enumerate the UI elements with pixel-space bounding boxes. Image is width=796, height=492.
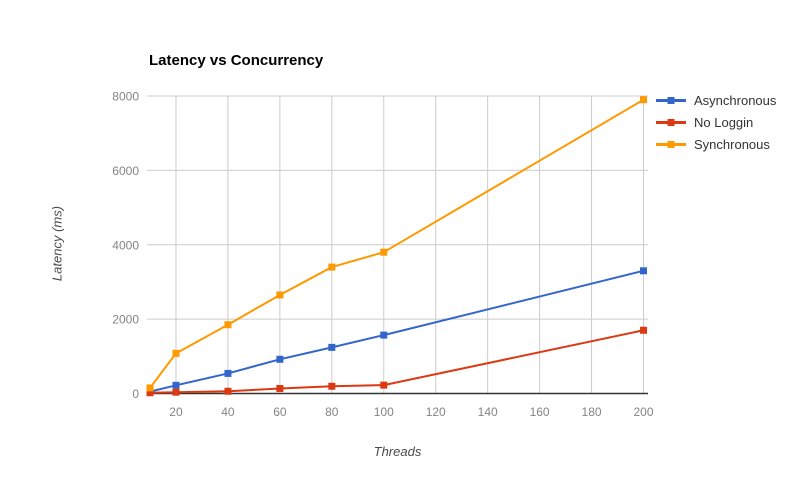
legend-marker-no-loggin (667, 118, 675, 126)
x-tick-label-180: 180 (582, 405, 602, 419)
x-tick-label-100: 100 (374, 405, 394, 419)
marker-asynchronous-200[interactable] (640, 267, 647, 275)
legend-marker-synchronous (667, 140, 675, 148)
marker-synchronous-80[interactable] (328, 263, 336, 271)
x-tick-label-60: 60 (273, 405, 287, 419)
marker-synchronous-20[interactable] (172, 349, 180, 357)
marker-asynchronous-60[interactable] (276, 355, 284, 363)
x-tick-label-120: 120 (426, 405, 446, 419)
legend-label: Synchronous (694, 136, 770, 152)
marker-asynchronous-20[interactable] (172, 381, 180, 389)
x-tick-label-160: 160 (530, 405, 550, 419)
marker-asynchronous-100[interactable] (380, 331, 388, 339)
legend-swatch-no-loggin-icon (656, 118, 686, 126)
marker-no-loggin-100[interactable] (380, 381, 388, 389)
legend-marker-asynchronous (667, 96, 675, 104)
marker-asynchronous-40[interactable] (224, 369, 232, 377)
legend-label: No Loggin (694, 114, 754, 130)
x-tick-label-140: 140 (478, 405, 498, 419)
legend-item-asynchronous: Asynchronous (656, 89, 776, 111)
y-tick-label-4000: 4000 (112, 238, 139, 252)
marker-synchronous-60[interactable] (276, 291, 284, 299)
y-tick-label-2000: 2000 (112, 313, 139, 327)
marker-synchronous-40[interactable] (224, 321, 232, 329)
marker-no-loggin-80[interactable] (328, 382, 336, 390)
marker-no-loggin-60[interactable] (276, 384, 284, 392)
legend-label: Asynchronous (694, 92, 777, 108)
marker-no-loggin-20[interactable] (172, 388, 180, 396)
legend-swatch-synchronous-icon (656, 140, 686, 148)
legend-item-no-loggin: No Loggin (656, 111, 776, 133)
marker-asynchronous-80[interactable] (328, 343, 336, 351)
x-tick-label-40: 40 (221, 405, 235, 419)
legend: Asynchronous No Loggin Synchronous (656, 89, 776, 155)
x-tick-label-200: 200 (633, 405, 653, 419)
series-line-asynchronous (149, 269, 644, 393)
series-line-no-loggin (149, 329, 644, 394)
legend-item-synchronous: Synchronous (656, 133, 776, 155)
y-tick-label-6000: 6000 (112, 164, 139, 178)
marker-synchronous-200[interactable] (640, 96, 647, 104)
x-axis-title: Threads (373, 444, 422, 459)
marker-no-loggin-200[interactable] (640, 326, 647, 334)
marker-no-loggin-10[interactable] (146, 389, 154, 397)
marker-no-loggin-40[interactable] (224, 387, 232, 395)
x-tick-label-20: 20 (169, 405, 183, 419)
legend-swatch-asynchronous-icon (656, 96, 686, 104)
series-line-synchronous (149, 98, 645, 389)
chart-title: Latency vs Concurrency (149, 52, 324, 69)
marker-synchronous-10[interactable] (146, 384, 154, 392)
y-tick-label-8000: 8000 (112, 90, 139, 104)
y-axis-title: Latency (ms) (49, 205, 65, 282)
y-tick-label-0: 0 (132, 387, 139, 401)
x-tick-label-80: 80 (325, 405, 339, 419)
marker-synchronous-100[interactable] (380, 248, 388, 256)
